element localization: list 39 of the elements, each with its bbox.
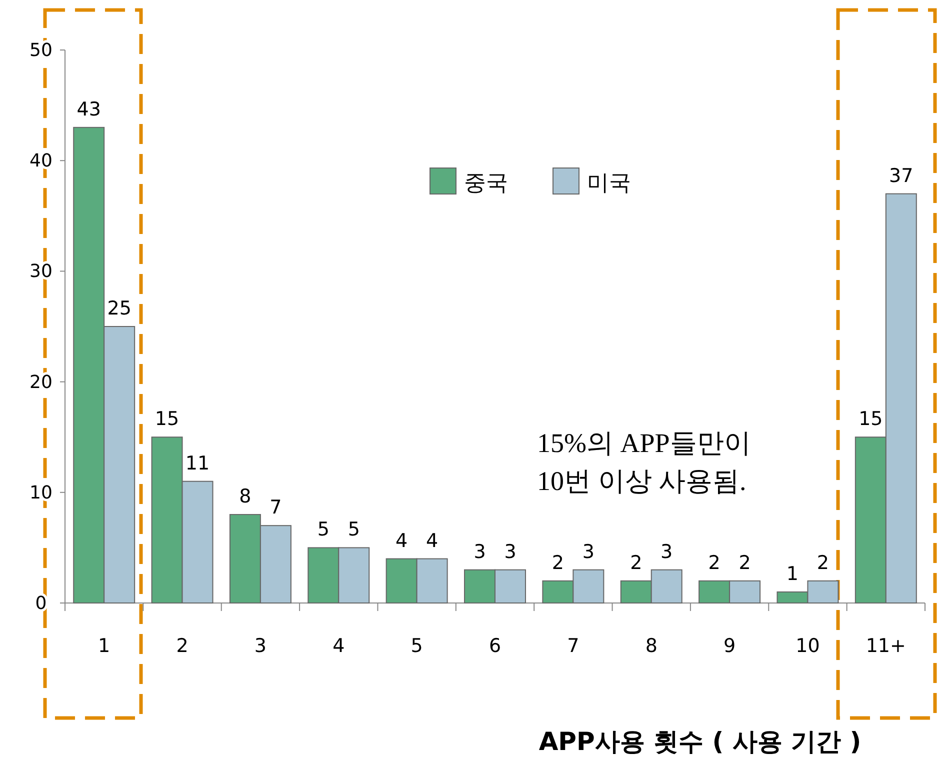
data-label: 3 xyxy=(660,540,673,563)
data-label: 7 xyxy=(270,496,282,519)
data-label: 25 xyxy=(107,298,132,320)
x-tick-label: 3 xyxy=(254,635,266,657)
data-label: 5 xyxy=(317,518,330,541)
data-label: 3 xyxy=(474,540,486,563)
data-label: 15 xyxy=(154,408,180,430)
data-label: 3 xyxy=(504,540,516,563)
data-label: 2 xyxy=(816,552,830,574)
y-tick-label: 30 xyxy=(30,261,52,282)
data-label: 5 xyxy=(348,518,360,541)
data-label: 11 xyxy=(185,452,210,474)
data-label: 4 xyxy=(396,530,408,552)
x-tick-label: 4 xyxy=(332,635,345,657)
data-label: 1 xyxy=(786,562,799,585)
legend-label: 미국 xyxy=(587,171,631,196)
x-tick-label: 2 xyxy=(176,635,188,657)
x-axis-title: APP사용 횟수 ( 사용 기간 ) xyxy=(538,727,862,756)
x-tick-label: 6 xyxy=(488,635,502,657)
data-label: 2 xyxy=(738,552,751,574)
x-tick-label: 5 xyxy=(410,635,423,657)
y-tick-label: 0 xyxy=(35,593,47,614)
data-label: 37 xyxy=(889,164,914,187)
data-label: 2 xyxy=(708,552,720,574)
x-tick-label: 9 xyxy=(724,635,736,657)
data-label: 15 xyxy=(858,408,883,430)
x-tick-label: 11+ xyxy=(866,635,906,657)
data-label: 8 xyxy=(239,486,252,508)
x-tick-label: 1 xyxy=(98,635,110,657)
data-label: 3 xyxy=(582,540,594,563)
data-label: 43 xyxy=(76,98,101,120)
data-label: 2 xyxy=(630,552,642,574)
x-tick-label: 10 xyxy=(796,635,820,657)
x-tick-label: 7 xyxy=(567,635,580,657)
data-label: 4 xyxy=(426,530,438,552)
x-tick-label: 8 xyxy=(645,635,658,657)
annotation: 15%의 APP들만이 10번 이상 사용됨. xyxy=(537,428,751,496)
data-label: 2 xyxy=(552,552,564,574)
legend-label: 중국 xyxy=(464,171,508,196)
